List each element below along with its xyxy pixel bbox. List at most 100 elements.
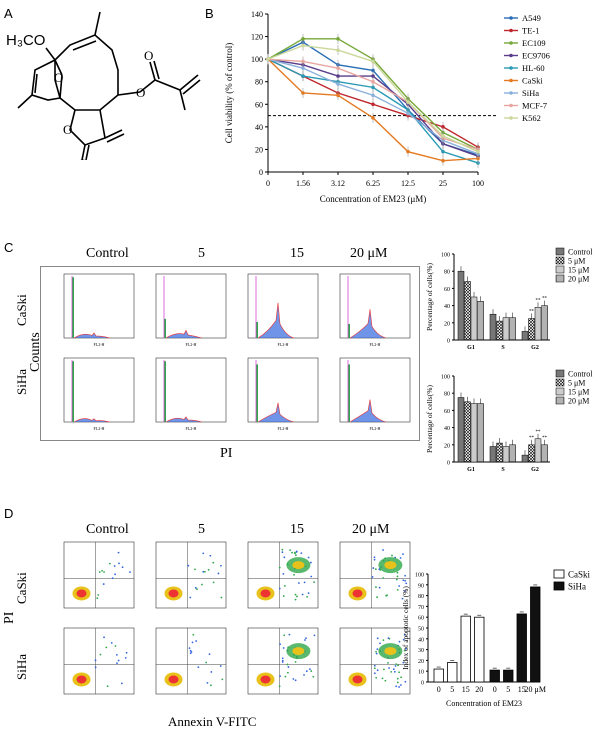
data-point bbox=[301, 66, 305, 70]
cell-dot bbox=[121, 566, 124, 569]
cell-dot bbox=[376, 669, 379, 672]
apoptotic-core bbox=[384, 561, 397, 570]
cell-dot bbox=[313, 581, 316, 584]
apop-cell-label-caski: CaSki bbox=[14, 572, 29, 604]
cell-dot bbox=[281, 659, 284, 662]
cell-dot bbox=[209, 554, 212, 557]
legend-swatch bbox=[555, 247, 565, 256]
cell-dot bbox=[373, 672, 376, 675]
data-point bbox=[371, 74, 375, 78]
y-axis-title: Index of apoptotic cells (%) bbox=[401, 586, 410, 670]
cell-dot bbox=[288, 633, 291, 636]
x-tick-label: 0 bbox=[437, 685, 441, 694]
histogram-x-label: FL2-H bbox=[370, 342, 381, 347]
live-cell-core bbox=[168, 675, 179, 684]
bar bbox=[541, 444, 548, 463]
cell-dot bbox=[294, 679, 297, 682]
cell-dot bbox=[396, 681, 399, 684]
cell-dot bbox=[284, 585, 286, 587]
legend-swatch bbox=[555, 369, 565, 378]
data-point bbox=[266, 57, 270, 61]
bar bbox=[534, 307, 542, 341]
cell-dot bbox=[388, 667, 390, 669]
bar bbox=[470, 403, 478, 463]
cell-dot bbox=[287, 666, 290, 668]
cell-dot bbox=[208, 653, 211, 656]
apop-condition-20: 20 μM bbox=[352, 522, 390, 537]
cell-dot bbox=[283, 556, 286, 559]
data-point bbox=[371, 68, 375, 73]
cell-dot bbox=[106, 685, 109, 688]
legend-swatch bbox=[555, 274, 565, 283]
cell-dot bbox=[393, 670, 396, 673]
cell-dot bbox=[395, 578, 398, 581]
significance-mark: ** bbox=[542, 297, 548, 302]
cell-dot bbox=[298, 582, 300, 584]
cell-dot bbox=[281, 551, 284, 554]
y-tick-label: 70 bbox=[418, 605, 424, 611]
live-cell-core bbox=[352, 589, 363, 598]
apop-y-axis-label: PI bbox=[2, 611, 17, 624]
cycle-x-axis-label: PI bbox=[220, 446, 233, 461]
cell-dot bbox=[291, 551, 293, 554]
cell-dot bbox=[292, 678, 295, 680]
legend-swatch bbox=[555, 256, 565, 265]
y-tick-label: 120 bbox=[251, 33, 263, 42]
histogram-frame bbox=[63, 273, 135, 339]
cell-dot bbox=[117, 659, 120, 662]
viability-line-chart: 0 20 40 60 80 100 120 140 0 1.56 3.12 6.25 12.5 25 100… bbox=[224, 10, 550, 204]
cell-dot bbox=[125, 651, 128, 654]
apop-x-axis-label: Annexin V-FITC bbox=[168, 714, 257, 729]
legend-marker bbox=[509, 91, 513, 95]
cell-dot bbox=[203, 570, 206, 573]
data-point bbox=[406, 111, 410, 116]
cell-dot bbox=[96, 597, 99, 600]
cell-dot bbox=[284, 675, 287, 678]
cell-dot bbox=[398, 640, 401, 643]
cell-dot bbox=[304, 639, 306, 641]
cell-dot bbox=[94, 659, 97, 662]
data-point bbox=[336, 48, 340, 52]
cell-dot bbox=[400, 676, 402, 679]
histogram-frame bbox=[247, 357, 319, 423]
cell-dot bbox=[405, 582, 408, 585]
legend-label: 15 μM bbox=[568, 266, 589, 275]
cell-dot bbox=[279, 643, 282, 646]
data-point bbox=[336, 82, 340, 86]
data-point bbox=[371, 93, 375, 98]
legend-marker bbox=[509, 78, 513, 83]
g2-peak bbox=[73, 332, 111, 339]
histogram-frame bbox=[339, 357, 411, 423]
cycle-cell-label-siha: SiHa bbox=[14, 369, 29, 395]
histogram-frame bbox=[155, 273, 227, 339]
cell-dot bbox=[384, 679, 387, 682]
cell-dot bbox=[395, 663, 398, 666]
data-point bbox=[301, 37, 305, 41]
cell-dot bbox=[372, 567, 375, 569]
cell-dot bbox=[303, 581, 306, 584]
x-axis-title: Concentration of EM23 bbox=[446, 699, 522, 708]
bar bbox=[489, 313, 497, 341]
legend-swatch bbox=[553, 581, 565, 591]
phase-label: G2 bbox=[531, 467, 539, 473]
bar-caski bbox=[474, 616, 485, 683]
y-tick-label: 0 bbox=[447, 461, 450, 467]
y-tick-label: 80 bbox=[418, 594, 424, 600]
cell-dot bbox=[398, 671, 401, 674]
cell-dot bbox=[116, 662, 118, 665]
cell-dot bbox=[375, 586, 377, 588]
y-tick-label: 20 bbox=[418, 659, 424, 665]
cell-dot bbox=[220, 564, 222, 567]
cell-dot bbox=[400, 684, 402, 686]
cell-dot bbox=[207, 568, 210, 571]
legend-marker bbox=[509, 16, 513, 20]
cell-dot bbox=[404, 574, 406, 577]
y-tick-label: 60 bbox=[444, 287, 450, 293]
cell-dot bbox=[392, 668, 395, 671]
bar bbox=[528, 444, 535, 463]
cell-dot bbox=[403, 649, 406, 652]
y-axis-title: Percentage of cells(%) bbox=[425, 263, 434, 331]
cell-dot bbox=[303, 674, 305, 676]
x-tick-label: 20 μM bbox=[525, 685, 546, 694]
cell-dot bbox=[402, 661, 405, 664]
